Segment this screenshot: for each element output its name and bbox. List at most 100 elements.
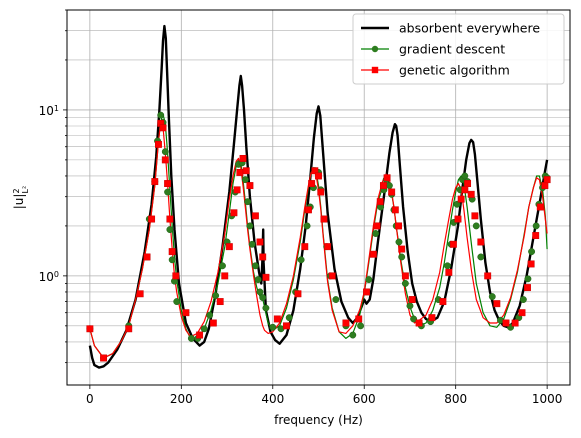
genetic-algorithm-point <box>401 272 409 280</box>
genetic-algorithm-point <box>172 272 180 280</box>
y-axis-label: |u|2L² <box>12 186 30 209</box>
gradient-descent-point <box>219 262 226 270</box>
genetic-algorithm-point <box>383 174 391 182</box>
gradient-descent-point <box>256 288 264 296</box>
gradient-descent-point <box>246 222 254 230</box>
genetic-algorithm-point <box>151 178 159 186</box>
genetic-algorithm-point <box>536 203 544 211</box>
genetic-algorithm-point <box>161 156 169 164</box>
gradient-descent-point <box>166 226 174 234</box>
genetic-algorithm-point <box>518 309 526 317</box>
gradient-descent-point <box>532 222 540 230</box>
genetic-algorithm-point <box>311 167 319 175</box>
genetic-algorithm-point <box>273 315 281 323</box>
genetic-algorithm-point <box>196 331 204 339</box>
genetic-algorithm-point <box>136 290 144 298</box>
legend: absorbent everywhere gradient descent gene… <box>352 13 565 85</box>
genetic-algorithm-point <box>246 182 254 190</box>
gradient-descent-point <box>259 294 267 302</box>
gradient-descent-point <box>161 148 169 156</box>
genetic-algorithm-point <box>148 215 156 223</box>
gradient-descent-point <box>187 334 195 342</box>
genetic-algorithm-point <box>256 238 264 246</box>
genetic-algorithm-point <box>449 240 457 248</box>
gradient-descent-point <box>519 296 527 303</box>
gradient-descent-point <box>395 238 403 246</box>
gradient-descent-point <box>297 256 305 264</box>
genetic-algorithm-point <box>408 296 416 303</box>
genetic-algorithm-point <box>304 206 312 214</box>
genetic-algorithm-point <box>239 154 247 162</box>
genetic-algorithm-point <box>493 300 501 308</box>
genetic-algorithm-point <box>236 168 244 176</box>
gradient-descent-point <box>254 276 262 284</box>
legend-label: absorbent everywhere <box>399 21 540 36</box>
genetic-algorithm-point <box>242 167 250 175</box>
gradient-descent-point <box>385 182 393 190</box>
series-layer <box>86 24 551 369</box>
genetic-algorithm-point <box>166 215 174 223</box>
gradient-descent-point <box>488 293 496 301</box>
gradient-descent-point <box>173 298 181 306</box>
genetic-algorithm-point <box>363 288 370 296</box>
genetic-algorithm-point <box>320 215 328 223</box>
genetic-algorithm-point <box>159 124 167 132</box>
genetic-algorithm-point <box>471 212 479 220</box>
genetic-algorithm-point <box>233 186 241 194</box>
genetic-algorithm-point <box>317 188 325 196</box>
genetic-algorithm-point <box>301 243 309 251</box>
x-tick-label: 0 <box>86 392 94 406</box>
genetic-algorithm-point <box>164 180 172 187</box>
genetic-algorithm-point <box>259 253 267 261</box>
genetic-algorithm-point <box>477 238 485 246</box>
genetic-algorithm-point <box>467 190 475 198</box>
gradient-descent-point <box>406 302 414 310</box>
genetic-algorithm-point <box>379 182 387 190</box>
gradient-descent-point <box>241 176 249 184</box>
gradient-descent-point <box>410 315 418 323</box>
gradient-descent-point <box>453 200 461 208</box>
genetic-algorithm-point <box>376 198 384 206</box>
genetic-algorithm-point <box>398 245 406 253</box>
gradient-descent-point <box>477 253 485 261</box>
genetic-algorithm-point <box>315 172 322 180</box>
genetic-algorithm-point <box>373 222 381 230</box>
gradient-descent-point <box>528 248 536 256</box>
genetic-algorithm-point <box>461 186 469 194</box>
genetic-algorithm-point <box>355 315 363 323</box>
genetic-algorithm-point <box>209 319 217 327</box>
genetic-algorithm-point <box>100 354 108 362</box>
y-axis-label-sup: 2 <box>12 188 21 193</box>
genetic-algorithm-point <box>415 319 423 327</box>
gradient-descent-point <box>200 325 208 333</box>
genetic-algorithm-point <box>502 319 510 327</box>
genetic-algorithm-point <box>308 180 316 187</box>
y-tick-label: 100 <box>39 269 59 284</box>
gradient-descent-point <box>349 331 357 339</box>
x-tick-label: 1000 <box>532 392 563 406</box>
legend-label: genetic algorithm <box>399 63 510 78</box>
genetic-algorithm-point <box>225 243 233 251</box>
gradient-descent-point <box>206 311 214 319</box>
gradient-descent-point <box>212 292 220 300</box>
genetic-algorithm-point <box>294 290 302 298</box>
gradient-descent-point <box>461 172 469 180</box>
genetic-algorithm-point <box>541 182 549 190</box>
gradient-descent-point <box>285 314 293 322</box>
gradient-descent-point <box>244 198 252 206</box>
legend-label: gradient descent <box>399 42 505 57</box>
genetic-algorithm-point <box>262 273 270 281</box>
gradient-descent-point <box>164 188 172 196</box>
gradient-descent-point <box>251 262 259 270</box>
genetic-algorithm-point <box>283 322 290 330</box>
gradient-descent-point <box>303 222 311 230</box>
gradient-descent-point <box>365 276 373 284</box>
genetic-algorithm-point <box>216 298 224 306</box>
genetic-algorithm-point <box>524 284 531 292</box>
ticks: 0 200 400 600 800 1000 100 101 <box>39 9 563 406</box>
genetic-algorithm-point <box>543 176 551 184</box>
genetic-algorithm-point <box>428 314 436 322</box>
gradient-descent-point <box>262 304 270 312</box>
genetic-algorithm-point <box>125 325 133 333</box>
genetic-algorithm-point <box>445 268 453 276</box>
